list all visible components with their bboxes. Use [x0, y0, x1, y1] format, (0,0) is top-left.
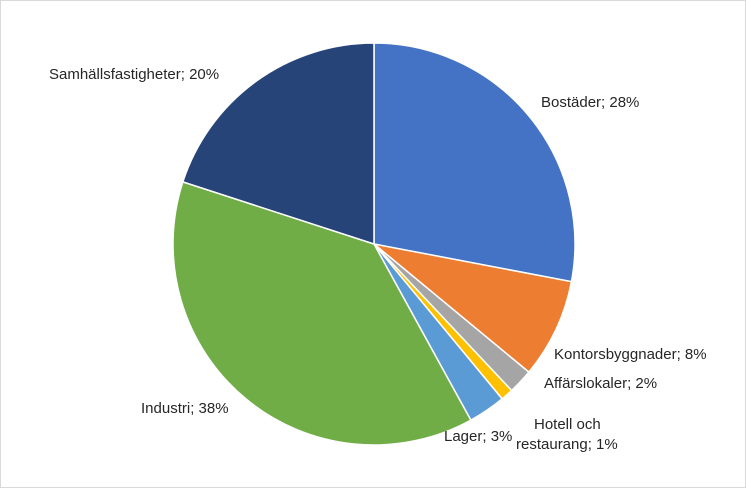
- pie-slice-samhällsfastigheter: [181, 42, 375, 246]
- data-label-industri: Industri; 38%: [141, 400, 229, 417]
- data-label-bostäder: Bostäder; 28%: [541, 94, 639, 111]
- pie-slices: [172, 42, 576, 446]
- data-label-lager: Lager; 3%: [444, 428, 512, 445]
- data-label-samhällsfastigheter: Samhällsfastigheter; 20%: [49, 66, 219, 83]
- data-label-kontorsbyggnader: Kontorsbyggnader; 8%: [554, 346, 707, 363]
- pie-slice-bostäder: [373, 42, 576, 283]
- data-label-hotell-och-restaurang: Hotell och restaurang; 1%: [516, 416, 618, 453]
- pie-slice-industri: [172, 180, 472, 446]
- data-label-affärslokaler: Affärslokaler; 2%: [544, 375, 657, 392]
- pie-data-labels: Bostäder; 28% Kontorsbyggnader; 8% Affärsl…: [49, 66, 707, 453]
- pie-slice-kontorsbyggnader: [373, 243, 573, 374]
